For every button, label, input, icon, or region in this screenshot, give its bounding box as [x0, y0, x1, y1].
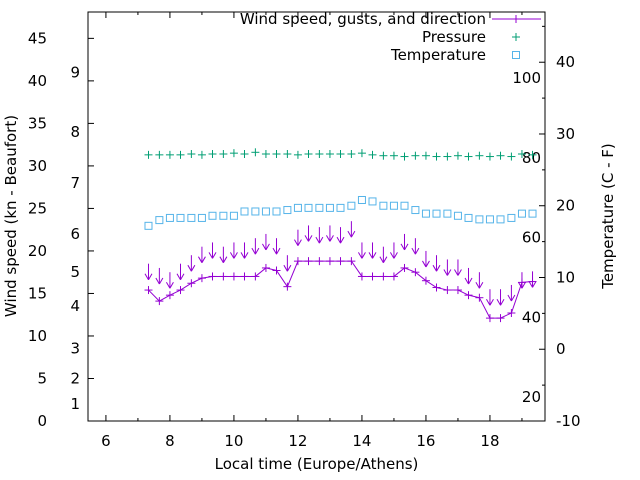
kn-tick-label: 40	[28, 72, 47, 90]
fahrenheit-label: 80	[522, 149, 541, 167]
x-tick-label: 14	[352, 432, 371, 450]
c-tick-label: 20	[556, 197, 575, 215]
beaufort-label: 6	[70, 225, 80, 243]
x-tick-label: 16	[416, 432, 435, 450]
pressure-series	[144, 148, 537, 161]
kn-tick-label: 25	[28, 199, 47, 217]
kn-tick-label: 20	[28, 242, 47, 260]
legend-label: Temperature	[390, 46, 486, 64]
kn-tick-label: 45	[28, 29, 47, 47]
beaufort-label: 4	[70, 297, 80, 315]
beaufort-label: 8	[70, 123, 80, 141]
beaufort-label: 1	[70, 395, 80, 413]
kn-tick-label: 15	[28, 284, 47, 302]
kn-tick-label: 30	[28, 157, 47, 175]
x-tick-label: 18	[480, 432, 499, 450]
x-tick-label: 12	[288, 432, 307, 450]
x-tick-label: 6	[101, 432, 111, 450]
kn-tick-label: 5	[37, 369, 47, 387]
kn-tick-label: 0	[37, 412, 47, 430]
legend-label: Pressure	[422, 28, 486, 46]
fahrenheit-label: 60	[522, 229, 541, 247]
wind-series	[144, 257, 537, 323]
x-tick-label: 10	[224, 432, 243, 450]
fahrenheit-label: 40	[522, 308, 541, 326]
beaufort-label: 9	[70, 63, 80, 81]
kn-tick-label: 10	[28, 327, 47, 345]
beaufort-label: 5	[70, 263, 80, 281]
axes: 6 8 10 12 14 16 18051015202530354045123456789-…	[2, 11, 617, 473]
temperature-series	[144, 195, 537, 230]
beaufort-label: 2	[70, 369, 80, 387]
fahrenheit-label: 20	[522, 388, 541, 406]
beaufort-label: 3	[70, 340, 80, 358]
y-axis-title-left: Wind speed (kn - Beaufort)	[2, 115, 20, 317]
x-tick-label: 8	[165, 432, 175, 450]
c-tick-label: -10	[556, 412, 581, 430]
c-tick-label: 10	[556, 268, 575, 286]
x-axis-title: Local time (Europe/Athens)	[215, 455, 419, 473]
legend-label: Wind speed, gusts, and direction	[240, 10, 486, 28]
fahrenheit-label: 100	[512, 69, 541, 87]
gust-arrows	[144, 221, 537, 306]
legend: Wind speed, gusts, and directionPressure…	[240, 10, 541, 64]
c-tick-label: 40	[556, 53, 575, 71]
c-tick-label: 30	[556, 125, 575, 143]
beaufort-label: 7	[70, 174, 80, 192]
c-tick-label: 0	[556, 340, 566, 358]
y-axis-title-right: Temperature (C - F)	[599, 143, 617, 290]
kn-tick-label: 35	[28, 114, 47, 132]
